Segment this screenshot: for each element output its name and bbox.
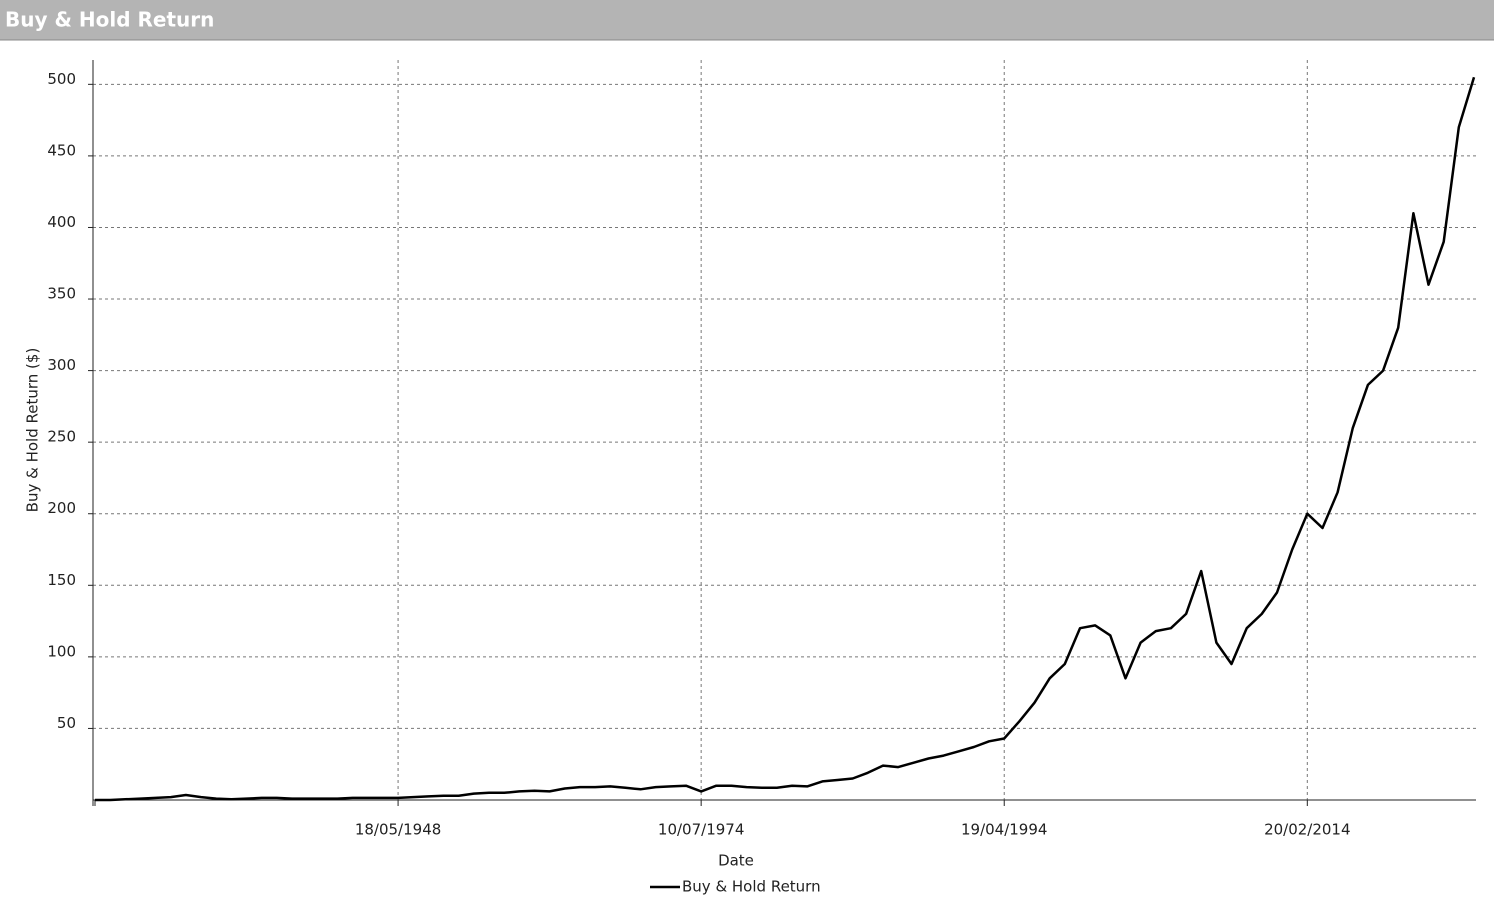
y-tick-label: 500 <box>47 70 76 88</box>
title-bar <box>0 0 1494 40</box>
y-tick-label: 300 <box>47 356 76 374</box>
y-tick-label: 100 <box>47 642 76 660</box>
data-line <box>95 76 1476 802</box>
x-tick-label: 19/04/1994 <box>961 821 1047 839</box>
x-tick-label: 18/05/1948 <box>355 821 441 839</box>
legend-label: Buy & Hold Return <box>682 878 821 896</box>
y-tick-label: 150 <box>47 571 76 589</box>
x-tick-label: 10/07/1974 <box>658 821 744 839</box>
y-tick-label: 350 <box>47 285 76 303</box>
y-tick-label: 200 <box>47 499 76 517</box>
x-axis-label: Date <box>718 852 754 870</box>
y-tick-label: 250 <box>47 428 76 446</box>
y-axis-label: Buy & Hold Return ($) <box>24 348 42 513</box>
x-tick-label: 20/02/2014 <box>1264 821 1350 839</box>
chart-title: Buy & Hold Return <box>5 8 214 32</box>
y-tick-label: 450 <box>47 141 76 159</box>
y-tick-label: 50 <box>57 714 76 732</box>
y-tick-label: 400 <box>47 213 76 231</box>
